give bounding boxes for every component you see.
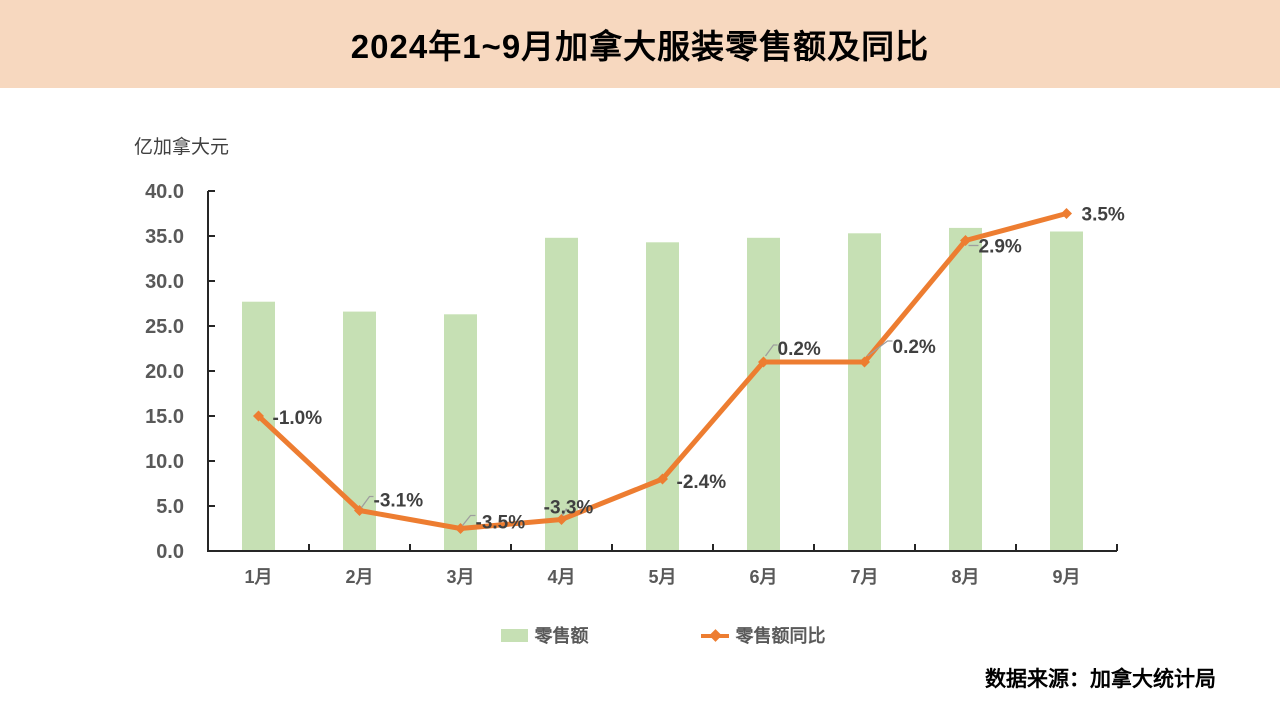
yoy-marker — [758, 356, 769, 368]
y-tick-label: 0.0 — [156, 541, 184, 563]
data-source-note: 数据来源：加拿大统计局 — [985, 668, 1216, 691]
yoy-marker — [859, 356, 870, 368]
y-tick-label: 25.0 — [145, 316, 184, 338]
yoy-line-group — [253, 208, 1072, 534]
yoy-label: -1.0% — [273, 408, 323, 429]
yoy-marker — [657, 473, 668, 485]
x-tick-label: 8月 — [951, 567, 979, 587]
x-tick-label: 6月 — [749, 567, 777, 587]
bar-3月 — [444, 314, 477, 551]
x-tick-label: 5月 — [648, 567, 676, 587]
y-tick-label: 5.0 — [156, 496, 184, 518]
y-tick-label: 10.0 — [145, 451, 184, 473]
x-tick-label: 4月 — [547, 567, 575, 587]
y-tick-label: 30.0 — [145, 271, 184, 293]
x-tick-label: 7月 — [850, 567, 878, 587]
title-banner: 2024年1~9月加拿大服装零售额及同比 — [0, 0, 1280, 88]
x-tick-label: 1月 — [244, 567, 272, 587]
bar-series-swatch — [500, 628, 528, 642]
legend: 零售额 零售额同比 — [23, 622, 1280, 648]
bar-5月 — [646, 242, 679, 552]
bar-7月 — [848, 233, 881, 552]
y-tick-label: 15.0 — [145, 406, 184, 428]
yoy-labels-group: -1.0% -3.1% -3.5% -3.3% -2.4% 0.2% 0.2% 2.9% 3.5… — [273, 205, 1125, 534]
y-tick-label: 40.0 — [145, 181, 184, 203]
bars-group — [242, 227, 1083, 552]
y-tick-label: 35.0 — [145, 226, 184, 248]
yoy-marker — [960, 235, 971, 246]
yoy-label: 0.2% — [893, 337, 936, 358]
label-leader — [867, 340, 893, 357]
label-leader — [360, 495, 374, 508]
label-leader — [561, 508, 568, 516]
yoy-label: 3.5% — [1082, 205, 1125, 226]
legend-label-yoy: 零售额同比 — [735, 626, 826, 646]
axes-group: 0.0 5.0 10.0 15.0 20.0 25.0 30.0 35.0 40.0 1月 2月 3月… — [145, 181, 1118, 587]
yoy-label: 0.2% — [778, 339, 821, 360]
yoy-label: -2.4% — [677, 472, 727, 493]
y-tick-label: 20.0 — [145, 361, 184, 383]
line-series-swatch — [700, 628, 729, 642]
yoy-marker — [1061, 208, 1072, 219]
legend-item-retail: 零售额 — [500, 622, 589, 648]
yoy-label: -3.3% — [544, 498, 594, 519]
bar-9月 — [1050, 231, 1083, 551]
bar-6月 — [747, 237, 780, 552]
legend-item-yoy: 零售额同比 — [700, 622, 826, 648]
yoy-marker — [556, 514, 567, 525]
yoy-label: 2.9% — [979, 237, 1022, 258]
x-tick-label: 9月 — [1052, 567, 1080, 587]
yoy-label: -3.1% — [374, 491, 424, 512]
label-leader — [764, 344, 778, 357]
bar-4月 — [545, 237, 578, 552]
diamond-marker-icon — [708, 628, 722, 642]
yoy-marker — [455, 523, 466, 534]
chart-title: 2024年1~9月加拿大服装零售额及同比 — [350, 28, 930, 65]
y-axis-unit-label: 亿加拿大元 — [134, 137, 230, 158]
label-leader — [461, 514, 476, 526]
yoy-label: -3.5% — [476, 513, 526, 534]
yoy-marker — [253, 410, 264, 422]
yoy-marker — [354, 505, 365, 516]
x-tick-label: 3月 — [446, 567, 474, 587]
x-tick-label: 2月 — [345, 567, 373, 587]
bar-8月 — [949, 227, 982, 551]
legend-label-retail: 零售额 — [534, 626, 589, 646]
